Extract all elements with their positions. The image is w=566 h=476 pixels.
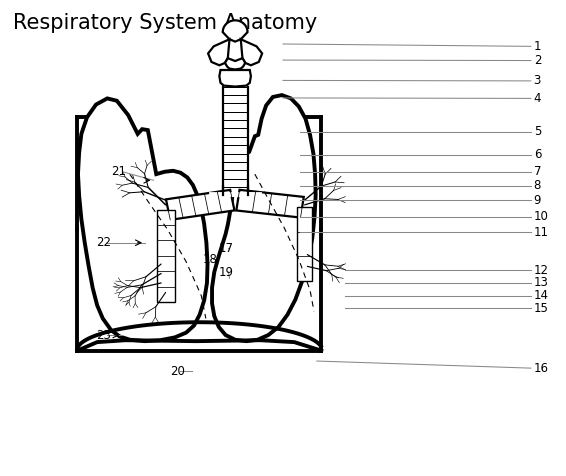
Polygon shape	[237, 190, 304, 218]
Polygon shape	[220, 70, 251, 87]
Polygon shape	[208, 39, 229, 65]
Polygon shape	[225, 58, 245, 69]
Text: 9: 9	[534, 194, 541, 207]
Text: 8: 8	[534, 179, 541, 192]
Text: 18: 18	[203, 253, 218, 266]
Text: 15: 15	[534, 301, 548, 315]
Text: 16: 16	[534, 362, 548, 375]
Text: 5: 5	[534, 126, 541, 139]
Polygon shape	[166, 190, 234, 220]
Text: 22: 22	[96, 236, 111, 249]
Polygon shape	[223, 20, 247, 41]
Text: 19: 19	[218, 266, 233, 278]
Polygon shape	[297, 207, 312, 280]
Text: Respiratory System Anatomy: Respiratory System Anatomy	[12, 13, 317, 33]
Text: 7: 7	[534, 165, 541, 178]
Text: 20: 20	[170, 365, 185, 378]
Text: 17: 17	[218, 242, 233, 255]
Text: 21: 21	[111, 165, 126, 178]
Polygon shape	[157, 209, 175, 302]
Text: 13: 13	[534, 277, 548, 289]
Text: 23: 23	[96, 328, 111, 341]
Text: 12: 12	[534, 264, 548, 277]
Text: 10: 10	[534, 210, 548, 223]
Text: 4: 4	[534, 92, 541, 105]
Text: 6: 6	[534, 148, 541, 161]
Text: 11: 11	[534, 226, 548, 239]
Polygon shape	[78, 99, 208, 341]
Polygon shape	[241, 39, 262, 65]
Text: 2: 2	[534, 54, 541, 67]
Text: 3: 3	[534, 74, 541, 88]
Text: 1: 1	[534, 40, 541, 53]
Text: 14: 14	[534, 289, 548, 302]
Polygon shape	[212, 95, 316, 341]
